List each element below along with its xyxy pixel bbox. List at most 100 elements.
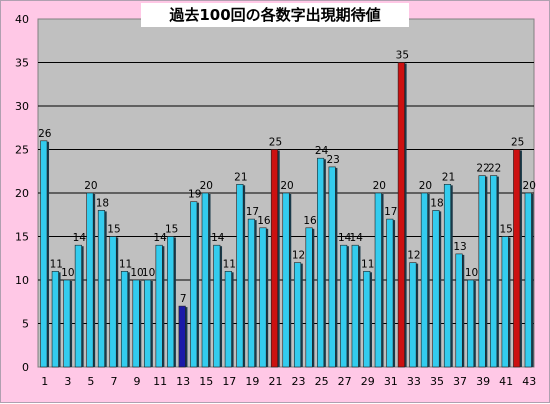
bar	[259, 227, 267, 368]
data-label: 20	[280, 180, 293, 192]
data-label: 15	[165, 224, 178, 236]
x-tick-label: 15	[199, 375, 213, 388]
bar	[374, 192, 382, 368]
x-tick-label: 5	[87, 375, 94, 388]
data-label: 16	[303, 215, 317, 227]
bar	[132, 279, 140, 368]
data-label: 21	[442, 171, 455, 183]
bar	[167, 236, 175, 368]
data-label: 10	[142, 267, 155, 279]
bar	[144, 279, 152, 368]
data-label: 21	[234, 171, 247, 183]
data-label: 26	[38, 128, 52, 140]
x-tick-label: 43	[522, 375, 536, 388]
bar	[328, 166, 336, 368]
bar	[236, 184, 244, 368]
data-label: 11	[361, 258, 374, 270]
x-tick-label: 31	[384, 375, 398, 388]
data-label: 10	[130, 267, 143, 279]
bar	[363, 270, 371, 368]
data-label: 11	[119, 258, 132, 270]
bar	[432, 210, 440, 368]
data-label: 20	[523, 180, 536, 192]
bar	[213, 244, 221, 368]
data-label: 20	[373, 180, 386, 192]
y-tick-label: 15	[15, 231, 29, 244]
bar	[97, 210, 105, 368]
bar	[455, 253, 463, 368]
data-label: 12	[407, 250, 420, 262]
bar	[443, 184, 452, 368]
bar	[51, 270, 59, 368]
y-tick-label: 40	[15, 13, 29, 26]
x-tick-label: 39	[476, 375, 490, 388]
bar	[86, 192, 94, 368]
data-label: 17	[246, 206, 259, 218]
bar	[340, 244, 348, 368]
data-label: 24	[315, 145, 329, 157]
data-label: 14	[73, 232, 87, 244]
data-label: 25	[269, 137, 282, 149]
x-tick-label: 7	[110, 375, 117, 388]
data-label: 15	[499, 224, 512, 236]
bar	[74, 244, 82, 368]
bar	[478, 175, 486, 368]
data-label: 18	[96, 197, 109, 209]
data-label: 7	[180, 293, 187, 305]
x-tick-label: 13	[176, 375, 190, 388]
x-tick-label: 17	[222, 375, 236, 388]
data-label: 10	[465, 267, 478, 279]
bar	[178, 305, 186, 368]
data-label: 22	[476, 163, 489, 175]
x-tick-label: 1	[41, 375, 48, 388]
data-label: 14	[350, 232, 364, 244]
y-tick-label: 35	[15, 57, 29, 70]
data-label: 10	[61, 267, 74, 279]
y-tick-label: 10	[15, 274, 29, 287]
bar	[109, 236, 117, 368]
data-label: 15	[107, 224, 120, 236]
data-label: 11	[223, 258, 236, 270]
y-tick-label: 30	[15, 100, 29, 113]
bar	[155, 244, 163, 368]
bar	[63, 279, 71, 368]
chart-title: 過去100回の各数字出現期待値	[168, 6, 380, 24]
data-label: 35	[396, 50, 409, 62]
y-tick-label: 5	[22, 318, 29, 331]
bar	[201, 192, 209, 368]
bar	[224, 270, 232, 368]
y-tick-label: 0	[22, 361, 29, 374]
data-label: 17	[384, 206, 397, 218]
data-label: 12	[292, 250, 305, 262]
data-label: 18	[430, 197, 443, 209]
bar	[420, 192, 428, 368]
x-tick-label: 29	[361, 375, 375, 388]
bar	[467, 279, 475, 368]
x-tick-label: 9	[134, 375, 141, 388]
bar	[190, 201, 198, 368]
data-label: 20	[200, 180, 213, 192]
x-tick-label: 21	[268, 375, 282, 388]
chart-title-background	[141, 3, 409, 27]
data-label: 14	[338, 232, 352, 244]
bar	[120, 270, 129, 368]
data-label: 20	[84, 180, 97, 192]
x-tick-label: 3	[64, 375, 71, 388]
bar	[40, 140, 48, 368]
data-label: 11	[50, 258, 63, 270]
y-tick-label: 25	[15, 144, 29, 157]
bar	[351, 244, 359, 368]
data-label: 16	[257, 215, 271, 227]
data-label: 13	[453, 241, 466, 253]
bar	[270, 149, 279, 368]
chart-title-box: 過去100回の各数字出現期待値	[141, 3, 409, 27]
bar	[293, 262, 302, 368]
y-tick-label: 20	[15, 187, 29, 200]
x-tick-label: 23	[292, 375, 306, 388]
data-label: 14	[153, 232, 167, 244]
data-label: 25	[511, 137, 524, 149]
x-tick-label: 37	[453, 375, 467, 388]
x-tick-label: 41	[499, 375, 513, 388]
